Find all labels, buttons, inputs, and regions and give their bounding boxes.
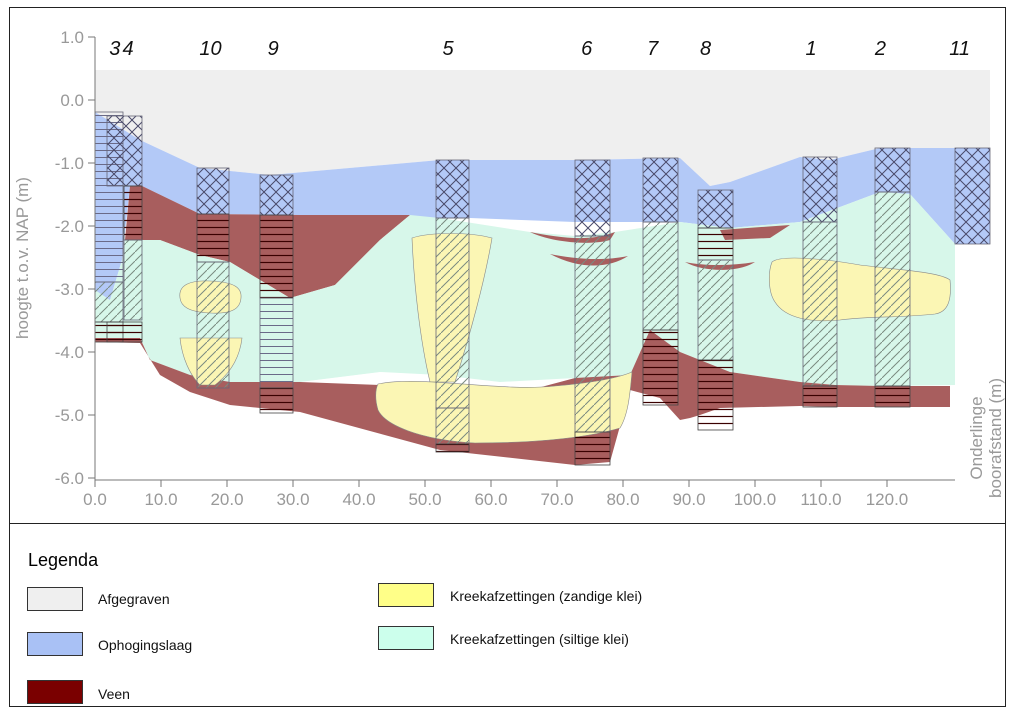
borehole-label-10: 10 xyxy=(199,38,221,60)
borehole-columns xyxy=(94,111,991,466)
x-tick-label: 90.0 xyxy=(672,490,705,509)
y-tick-label: -5.0 xyxy=(55,406,84,425)
axes: 1.0 0.0 -1.0 -2.0 -3.0 -4.0 -5.0 -6.0 0.0 10.0 20… xyxy=(55,28,955,509)
borehole-column-8-bottom xyxy=(697,359,734,431)
borehole-column-7-top xyxy=(642,157,679,223)
borehole-column-5-top xyxy=(435,159,470,219)
legend-label-siltige-klei: Kreekafzettingen (siltige klei) xyxy=(450,631,629,647)
borehole-column-6-mid xyxy=(574,235,611,433)
borehole-column-9-bottom xyxy=(259,387,294,414)
borehole-label-6: 6 xyxy=(581,38,593,60)
legend-swatch-zandige-klei xyxy=(378,583,434,607)
borehole-column-4-veen xyxy=(123,185,143,241)
borehole-column-2-mid xyxy=(874,191,911,387)
y-tick-label: -6.0 xyxy=(55,469,84,488)
borehole-label-11: 11 xyxy=(949,38,970,60)
lens-veen-4 xyxy=(720,225,790,240)
x-tick-label: 40.0 xyxy=(342,490,375,509)
borehole-label-8: 8 xyxy=(700,38,711,60)
borehole-column-9-mid xyxy=(259,297,294,389)
borehole-column-9-veen xyxy=(259,214,294,299)
y-tick-label: -2.0 xyxy=(55,217,84,236)
borehole-label-4: 4 xyxy=(122,38,133,60)
x-tick-label: 0.0 xyxy=(83,490,107,509)
borehole-column-5-veen xyxy=(435,443,470,453)
borehole-column-1-veen xyxy=(802,385,838,408)
y-tick-label: 1.0 xyxy=(60,28,84,47)
borehole-column-5-low xyxy=(435,407,470,445)
legend-label-afgegraven: Afgegraven xyxy=(98,591,170,607)
x-tick-label: 10.0 xyxy=(144,490,177,509)
x-tick-label: 60.0 xyxy=(474,490,507,509)
x-axis-label-line2: boorafstand (m) xyxy=(986,378,1005,498)
legend-label-ophogingslaag: Ophogingslaag xyxy=(98,637,193,653)
borehole-label-3: 3 xyxy=(109,38,120,60)
x-tick-label: 30.0 xyxy=(276,490,309,509)
borehole-label-7: 7 xyxy=(647,38,659,60)
x-tick-label: 20.0 xyxy=(210,490,243,509)
borehole-labels: 3 4 10 9 5 6 7 8 1 2 11 xyxy=(109,38,970,60)
legend-swatch-afgegraven xyxy=(27,587,83,611)
x-tick-label: 110.0 xyxy=(800,490,841,509)
x-tick-label: 70.0 xyxy=(540,490,573,509)
borehole-column-2-veen xyxy=(874,385,911,408)
borehole-column-9-top xyxy=(259,174,294,216)
x-tick-label: 120.0 xyxy=(866,490,909,509)
x-tick-label: 50.0 xyxy=(408,490,441,509)
x-tick-label: 100.0 xyxy=(734,490,777,509)
borehole-column-10-top xyxy=(196,167,230,215)
borehole-column-5-mid xyxy=(435,217,470,409)
x-axis-label-line1: Onderlinge xyxy=(967,396,986,479)
borehole-column-7-mid xyxy=(642,221,679,331)
legend-swatch-ophogingslaag xyxy=(27,632,83,656)
borehole-column-6-top xyxy=(574,159,611,237)
borehole-column-6-veen xyxy=(574,431,611,466)
borehole-label-5: 5 xyxy=(443,38,455,60)
borehole-column-4 xyxy=(106,115,143,187)
legend-label-zandige-klei: Kreekafzettingen (zandige klei) xyxy=(450,588,643,604)
y-tick-label: -1.0 xyxy=(55,154,84,173)
borehole-label-9: 9 xyxy=(268,38,279,60)
layer-afgegraven xyxy=(95,70,990,186)
borehole-column-2-top xyxy=(874,147,911,193)
borehole-label-1: 1 xyxy=(806,38,817,60)
borehole-column-4-bottom xyxy=(106,321,143,343)
y-tick-label: -3.0 xyxy=(55,280,84,299)
x-tick-label: 80.0 xyxy=(606,490,639,509)
y-tick-label: 0.0 xyxy=(60,91,84,110)
layer-siltige-klei xyxy=(95,192,955,386)
legend-divider xyxy=(9,523,1006,524)
borehole-column-8-mid xyxy=(697,259,734,361)
borehole-column-8-top xyxy=(697,189,734,229)
borehole-column-10-mid xyxy=(196,261,230,389)
cross-section-diagram: 1.0 0.0 -1.0 -2.0 -3.0 -4.0 -5.0 -6.0 0.0 10.0 20… xyxy=(13,28,1005,509)
borehole-column-11 xyxy=(954,147,991,245)
borehole-column-4-silt xyxy=(123,239,143,321)
borehole-column-7-veen xyxy=(642,329,679,406)
borehole-column-8-veen xyxy=(697,227,734,261)
borehole-column-1-top xyxy=(802,156,838,223)
legend-label-veen: Veen xyxy=(98,686,130,702)
legend-swatch-siltige-klei xyxy=(378,626,434,650)
layer-ophogingslaag xyxy=(95,112,990,300)
legend-title: Legenda xyxy=(28,550,99,570)
y-axis-label: hoogte t.o.v. NAP (m) xyxy=(13,177,32,339)
borehole-column-10-veen xyxy=(196,213,230,263)
borehole-column-1-mid xyxy=(802,221,838,387)
legend-swatch-veen xyxy=(27,680,83,704)
borehole-column-3-lower xyxy=(94,281,124,323)
y-tick-label: -4.0 xyxy=(55,343,84,362)
borehole-label-2: 2 xyxy=(874,38,886,60)
